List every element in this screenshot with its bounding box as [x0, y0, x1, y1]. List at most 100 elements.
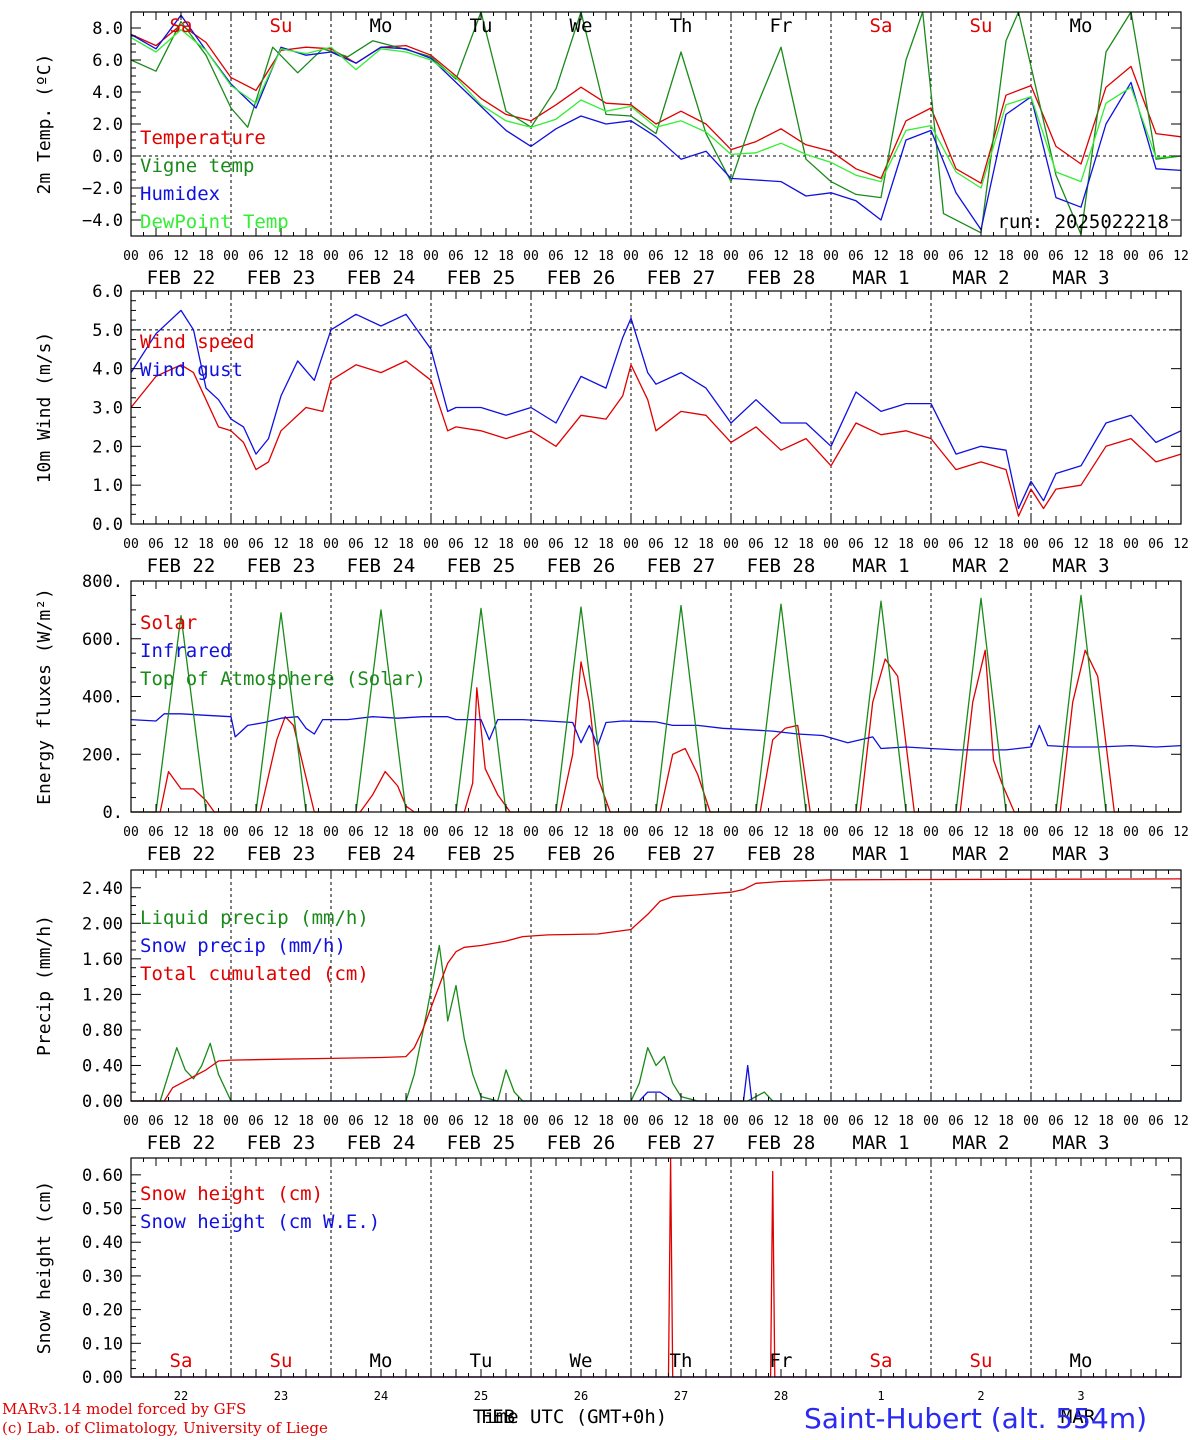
day-label: MAR 1 — [852, 843, 909, 865]
hour-tick-label: 12 — [273, 1114, 289, 1129]
hour-tick-label: 06 — [1148, 249, 1164, 264]
hour-tick-label: 00 — [323, 825, 339, 840]
hour-tick-label: 06 — [1048, 249, 1064, 264]
day-label: FEB 26 — [547, 555, 616, 577]
y-tick-label: 2.0 — [92, 437, 123, 457]
hour-tick-label: 12 — [973, 249, 989, 264]
hour-tick-label: 00 — [123, 825, 139, 840]
y-tick-label: 2.00 — [82, 914, 123, 934]
y-tick-label: 0.60 — [82, 1166, 123, 1186]
day-label: FEB 24 — [347, 267, 416, 289]
hour-tick-label: 00 — [723, 1114, 739, 1129]
weekday-label: Fr — [770, 1350, 793, 1372]
hour-tick-label: 18 — [998, 537, 1014, 552]
day-label: FEB 22 — [147, 843, 216, 865]
hour-tick-label: 00 — [923, 825, 939, 840]
hour-tick-label: 06 — [348, 537, 364, 552]
day-number: 1 — [877, 1389, 884, 1403]
hour-tick-label: 06 — [748, 249, 764, 264]
hour-tick-label: 18 — [998, 1114, 1014, 1129]
y-tick-label: 4.0 — [92, 83, 123, 103]
hour-tick-label: 18 — [598, 825, 614, 840]
hour-tick-label: 18 — [598, 1114, 614, 1129]
hour-tick-label: 18 — [198, 537, 214, 552]
y-tick-label: 0.10 — [82, 1334, 123, 1354]
hour-tick-label: 12 — [473, 1114, 489, 1129]
y-tick-label: 2.0 — [92, 115, 123, 135]
day-label: FEB 26 — [547, 843, 616, 865]
y-tick-label: 0.80 — [82, 1021, 123, 1041]
hour-tick-label: 18 — [1098, 1114, 1114, 1129]
hour-tick-label: 06 — [348, 249, 364, 264]
hour-tick-label: 06 — [448, 537, 464, 552]
hour-tick-label: 06 — [848, 249, 864, 264]
hour-tick-label: 18 — [498, 249, 514, 264]
hour-tick-label: 06 — [148, 1114, 164, 1129]
weekday-label: Th — [670, 15, 693, 37]
weekday-label: Mo — [1070, 15, 1093, 37]
hour-tick-label: 18 — [598, 537, 614, 552]
hour-tick-label: 12 — [973, 1114, 989, 1129]
hour-tick-label: 18 — [298, 1114, 314, 1129]
hour-tick-label: 00 — [1023, 1114, 1039, 1129]
hour-tick-label: 06 — [1048, 537, 1064, 552]
hour-tick-label: 12 — [273, 825, 289, 840]
hour-tick-label: 12 — [773, 825, 789, 840]
hour-tick-label: 06 — [648, 825, 664, 840]
hour-tick-label: 06 — [248, 825, 264, 840]
y-axis-label: Snow height (cm) — [34, 1181, 55, 1354]
hour-tick-label: 12 — [573, 1114, 589, 1129]
hour-tick-label: 18 — [998, 825, 1014, 840]
hour-tick-label: 06 — [548, 537, 564, 552]
day-label: FEB 22 — [147, 555, 216, 577]
day-number: 23 — [274, 1389, 288, 1403]
panel-1: 8.0 6.0 4.0 2.0 0.0 −2.0 −4.0 2m Temp. (ºC) Temp… — [34, 11, 1189, 289]
hour-tick-label: 12 — [1173, 1114, 1189, 1129]
hour-tick-label: 12 — [673, 825, 689, 840]
y-tick-label: 8.0 — [92, 19, 123, 39]
hour-tick-label: 12 — [1073, 537, 1089, 552]
hour-tick-label: 12 — [573, 537, 589, 552]
hour-tick-label: 18 — [498, 537, 514, 552]
hour-tick-label: 12 — [273, 249, 289, 264]
hour-tick-label: 06 — [648, 537, 664, 552]
weekday-label: Su — [270, 1350, 293, 1372]
hour-tick-label: 12 — [373, 1114, 389, 1129]
y-axis-label: Precip (mm/h) — [34, 915, 55, 1056]
hour-tick-label: 12 — [873, 537, 889, 552]
y-tick-label: 600. — [82, 630, 123, 650]
hour-tick-label: 00 — [1123, 537, 1139, 552]
hour-tick-label: 12 — [373, 537, 389, 552]
panel-5: 0.60 0.50 0.40 0.30 0.20 0.10 0.00 Snow height … — [34, 1157, 1182, 1428]
day-label: MAR 2 — [952, 1132, 1009, 1154]
legend-label: Humidex — [140, 183, 220, 205]
day-label: FEB 23 — [247, 843, 316, 865]
hour-tick-label: 12 — [173, 249, 189, 264]
day-label: MAR 1 — [852, 267, 909, 289]
hour-tick-label: 00 — [123, 249, 139, 264]
hour-tick-label: 00 — [423, 249, 439, 264]
legend-label: DewPoint Temp — [140, 211, 289, 233]
hour-tick-label: 00 — [623, 1114, 639, 1129]
series-line — [130, 24, 1182, 184]
y-tick-label: 400. — [82, 688, 123, 708]
hour-tick-label: 12 — [773, 1114, 789, 1129]
day-label: FEB 27 — [647, 1132, 716, 1154]
hour-tick-label: 12 — [1073, 249, 1089, 264]
hour-tick-label: 06 — [1148, 1114, 1164, 1129]
hour-tick-label: 00 — [723, 825, 739, 840]
day-label: MAR 1 — [852, 555, 909, 577]
station-title: Saint-Hubert (alt. 554m) — [804, 1402, 1148, 1435]
hour-tick-label: 18 — [698, 1114, 714, 1129]
credit-line-1: MARv3.14 model forced by GFS — [2, 1400, 247, 1418]
hour-tick-label: 12 — [373, 249, 389, 264]
day-label: FEB 27 — [647, 555, 716, 577]
day-label: FEB 25 — [447, 1132, 516, 1154]
panel-4: 2.40 2.00 1.60 1.20 0.80 0.40 0.00 Precip (mm/h… — [34, 869, 1189, 1154]
weekday-label: Th — [670, 1350, 693, 1372]
day-label: MAR 3 — [1052, 267, 1109, 289]
hour-tick-label: 00 — [723, 537, 739, 552]
hour-tick-label: 18 — [498, 825, 514, 840]
hour-tick-label: 00 — [423, 1114, 439, 1129]
